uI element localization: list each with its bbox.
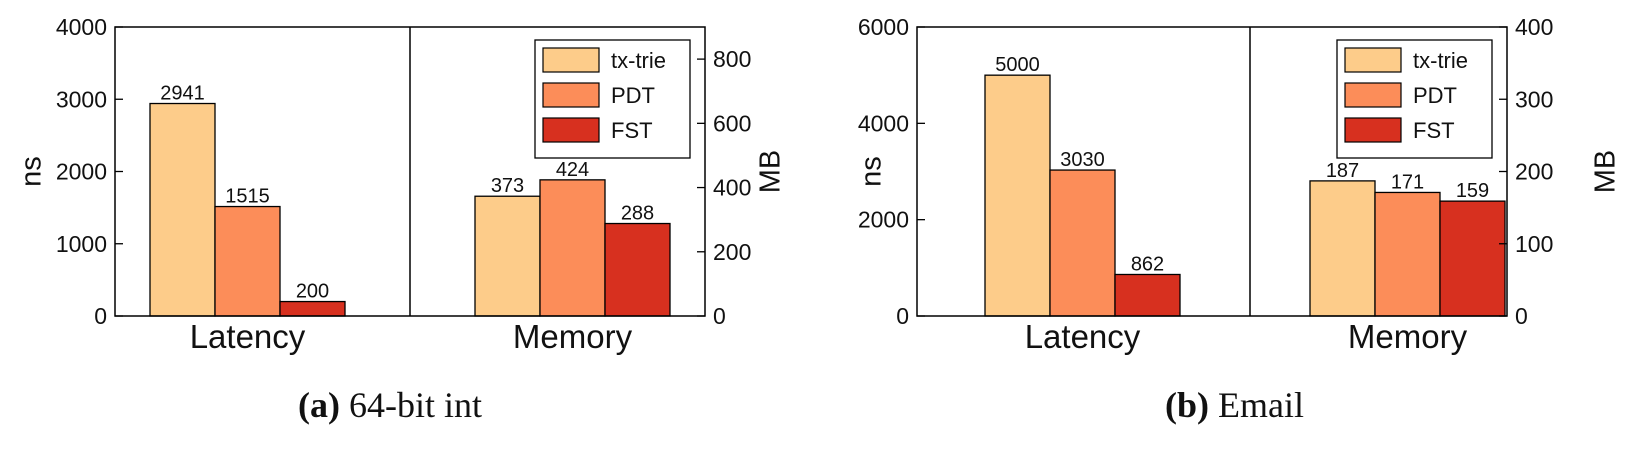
right-tick-label: 400 — [713, 175, 751, 201]
right-axis-label: MB — [1590, 150, 1622, 194]
left-tick-label: 4000 — [56, 14, 107, 40]
legend-swatch-tx-trie — [542, 47, 600, 73]
bar-fst-memory — [604, 222, 671, 317]
legend-label-fst: FST — [611, 118, 653, 143]
data-label-fst-latency: 200 — [296, 281, 329, 303]
caption-a: (a) 64-bit int — [298, 385, 482, 425]
data-label-fst-latency: 862 — [1131, 253, 1164, 275]
right-tick-label: 100 — [1515, 231, 1553, 257]
legend-swatch-fst — [542, 117, 600, 143]
left-tick-label: 3000 — [56, 86, 107, 112]
caption-b: (b) Email — [1165, 385, 1304, 425]
right-axis-label: MB — [755, 150, 787, 194]
legend-label-tx-trie: tx-trie — [611, 48, 666, 73]
right-tick-label: 400 — [1515, 14, 1553, 40]
left-tick-label: 0 — [896, 303, 909, 329]
right-tick-label: 0 — [1515, 303, 1528, 329]
data-label-tx-trie-latency: 2941 — [160, 83, 205, 105]
data-label-pdt-latency: 3030 — [1060, 149, 1105, 171]
legend-label-tx-trie: tx-trie — [1413, 48, 1468, 73]
bar-pdt-memory — [1374, 191, 1441, 317]
bar-tx-trie-memory — [474, 195, 541, 317]
bar-fst-memory — [1439, 200, 1506, 317]
data-label-pdt-latency: 1515 — [225, 186, 270, 208]
legend-label-pdt: PDT — [611, 83, 655, 108]
bar-fst-latency — [279, 300, 346, 317]
category-label-memory: Memory — [513, 318, 633, 355]
left-tick-label: 2000 — [858, 207, 909, 233]
left-tick-label: 0 — [94, 303, 107, 329]
bar-pdt-latency — [1049, 169, 1116, 317]
category-label-latency: Latency — [1025, 318, 1141, 355]
legend-swatch-pdt — [1344, 82, 1402, 108]
data-label-fst-memory: 288 — [621, 203, 654, 225]
bar-pdt-latency — [214, 205, 281, 317]
legend-swatch-tx-trie — [1344, 47, 1402, 73]
right-tick-label: 600 — [713, 110, 751, 136]
right-tick-label: 300 — [1515, 86, 1553, 112]
legend-swatch-pdt — [542, 82, 600, 108]
legend: tx-trie PDT FST — [534, 39, 691, 159]
left-axis-label: ns — [16, 156, 48, 187]
category-label-memory: Memory — [1348, 318, 1468, 355]
right-tick-label: 200 — [1515, 159, 1553, 185]
right-tick-label: 0 — [713, 303, 726, 329]
bar-fst-latency — [1114, 273, 1181, 317]
legend-label-fst: FST — [1413, 118, 1455, 143]
data-label-fst-memory: 159 — [1456, 180, 1489, 202]
left-tick-label: 1000 — [56, 231, 107, 257]
bar-tx-trie-latency — [984, 74, 1051, 317]
panel-a-64bit-int: 2941 373 1515 424 200 288 0 1000 2000 3000 4000 0 20… — [16, 14, 787, 355]
right-tick-label: 800 — [713, 46, 751, 72]
category-label-latency: Latency — [190, 318, 306, 355]
legend: tx-trie PDT FST — [1336, 39, 1493, 159]
data-label-tx-trie-memory: 373 — [491, 175, 524, 197]
data-label-pdt-memory: 424 — [556, 159, 589, 181]
left-tick-label: 2000 — [56, 159, 107, 185]
left-tick-label: 6000 — [858, 14, 909, 40]
bar-tx-trie-latency — [149, 102, 216, 317]
legend-swatch-fst — [1344, 117, 1402, 143]
legend-label-pdt: PDT — [1413, 83, 1457, 108]
left-axis-label: ns — [856, 156, 888, 187]
data-label-pdt-memory: 171 — [1391, 171, 1424, 193]
bar-tx-trie-memory — [1309, 180, 1376, 317]
right-tick-label: 200 — [713, 239, 751, 265]
data-label-tx-trie-memory: 187 — [1326, 160, 1359, 182]
bar-pdt-memory — [539, 179, 606, 317]
panel-b-email: 5000 187 3030 171 862 159 0 2000 4000 6000 0 100 200… — [856, 14, 1622, 355]
left-tick-label: 4000 — [858, 110, 909, 136]
data-label-tx-trie-latency: 5000 — [995, 54, 1040, 76]
